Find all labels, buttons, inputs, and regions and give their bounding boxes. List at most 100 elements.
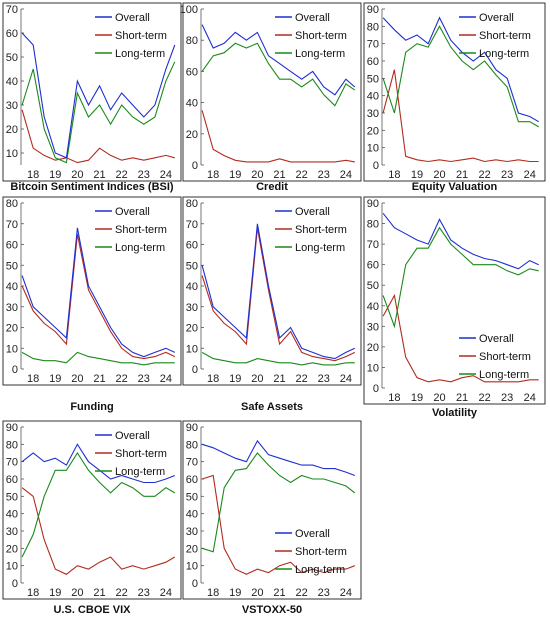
chart-caption: U.S. CBOE VIX xyxy=(53,604,131,616)
y-tick-label: 40 xyxy=(186,98,198,110)
series-line-short-term xyxy=(201,110,355,163)
x-tick-label: 21 xyxy=(273,373,285,385)
x-tick-label: 21 xyxy=(93,587,105,599)
y-tick-label: 70 xyxy=(186,457,198,469)
chart-panel-3: 0 10 20 30 40 50 60 70 80 18 19 20 21 22 23 24 Overall Sh… xyxy=(2,196,182,413)
y-tick-label: 20 xyxy=(6,543,18,555)
series-line-overall xyxy=(201,439,355,477)
series-line-long-term xyxy=(382,25,539,128)
chart-panel-7: 0 10 20 30 40 50 60 70 80 90 18 19 20 21 22 23 24 Overall… xyxy=(182,420,362,616)
y-tick-label: 60 xyxy=(186,474,198,486)
legend-label: Long-term xyxy=(295,564,345,576)
y-tick-label: 40 xyxy=(6,76,18,88)
x-tick-label: 21 xyxy=(456,392,468,404)
legend-label: Overall xyxy=(115,430,150,442)
y-tick-label: 10 xyxy=(367,362,379,374)
panel-frame xyxy=(363,2,546,182)
x-tick-label: 23 xyxy=(138,169,150,181)
series-line-short-term xyxy=(21,233,176,360)
y-tick-label: 40 xyxy=(6,509,18,521)
y-tick-label: 0 xyxy=(373,383,379,395)
y-tick-label: 50 xyxy=(367,280,379,292)
y-tick-label: 30 xyxy=(6,302,18,314)
x-tick-label: 21 xyxy=(93,169,105,181)
y-tick-label: 10 xyxy=(6,561,18,573)
x-tick-label: 23 xyxy=(501,392,513,404)
y-tick-label: 40 xyxy=(6,281,18,293)
y-tick-label: 80 xyxy=(186,35,198,47)
x-tick-label: 22 xyxy=(478,169,490,181)
series-line-overall xyxy=(21,32,176,159)
x-tick-label: 22 xyxy=(296,169,308,181)
x-tick-label: 18 xyxy=(27,169,39,181)
legend-label: Short-term xyxy=(115,448,167,460)
y-tick-label: 50 xyxy=(186,491,198,503)
y-tick-label: 70 xyxy=(6,219,18,231)
y-tick-label: 10 xyxy=(367,143,379,155)
panel-frame xyxy=(2,2,182,182)
x-tick-label: 21 xyxy=(273,587,285,599)
x-tick-label: 24 xyxy=(160,587,172,599)
chart-caption: Funding xyxy=(70,401,113,413)
y-tick-label: 60 xyxy=(6,240,18,252)
y-tick-label: 30 xyxy=(6,526,18,538)
legend-label: Overall xyxy=(295,206,330,218)
y-tick-label: 60 xyxy=(367,56,379,68)
y-tick-label: 70 xyxy=(186,219,198,231)
x-tick-label: 20 xyxy=(71,587,83,599)
legend-label: Short-term xyxy=(295,224,347,236)
series-line-short-term xyxy=(21,487,176,575)
y-tick-label: 80 xyxy=(186,439,198,451)
y-tick-label: 60 xyxy=(186,240,198,252)
x-tick-label: 22 xyxy=(296,587,308,599)
x-tick-label: 18 xyxy=(388,169,400,181)
y-tick-label: 90 xyxy=(367,198,379,210)
y-tick-label: 100 xyxy=(180,4,198,16)
y-tick-label: 0 xyxy=(12,578,18,590)
x-tick-label: 22 xyxy=(116,373,128,385)
y-tick-label: 30 xyxy=(367,321,379,333)
x-tick-label: 21 xyxy=(273,169,285,181)
legend-label: Long-term xyxy=(115,242,165,254)
y-tick-label: 20 xyxy=(367,125,379,137)
x-tick-label: 18 xyxy=(388,392,400,404)
x-tick-label: 24 xyxy=(340,169,352,181)
y-tick-label: 50 xyxy=(6,52,18,64)
y-tick-label: 40 xyxy=(186,509,198,521)
series-line-overall xyxy=(21,227,176,358)
y-tick-label: 10 xyxy=(186,561,198,573)
series-line-short-term xyxy=(21,109,175,164)
x-tick-label: 20 xyxy=(433,169,445,181)
y-tick-label: 60 xyxy=(367,260,379,272)
series-line-overall xyxy=(201,24,356,96)
legend-label: Overall xyxy=(479,12,514,24)
x-tick-label: 23 xyxy=(138,587,150,599)
panel-frame xyxy=(363,196,546,405)
y-tick-label: 0 xyxy=(192,160,198,172)
y-tick-label: 70 xyxy=(6,457,18,469)
legend-label: Overall xyxy=(295,528,330,540)
y-tick-label: 80 xyxy=(6,198,18,210)
legend-label: Long-term xyxy=(295,242,345,254)
x-tick-label: 21 xyxy=(456,169,468,181)
series-line-long-term xyxy=(201,351,355,366)
x-tick-label: 19 xyxy=(229,169,241,181)
y-tick-label: 80 xyxy=(186,198,198,210)
legend-label: Long-term xyxy=(479,369,529,381)
chart-caption: Equity Valuation xyxy=(412,181,498,193)
series-line-long-term xyxy=(21,451,176,558)
y-tick-label: 70 xyxy=(367,39,379,51)
y-tick-label: 20 xyxy=(186,543,198,555)
legend-label: Overall xyxy=(115,12,150,24)
x-tick-label: 19 xyxy=(411,169,423,181)
legend-label: Long-term xyxy=(295,48,345,60)
y-tick-label: 90 xyxy=(367,4,379,16)
legend-label: Long-term xyxy=(115,48,165,60)
x-tick-label: 19 xyxy=(49,373,61,385)
series-line-long-term xyxy=(21,351,175,366)
y-tick-label: 0 xyxy=(12,364,18,376)
legend-label: Long-term xyxy=(115,466,165,478)
y-tick-label: 30 xyxy=(186,526,198,538)
y-tick-label: 50 xyxy=(186,260,198,272)
